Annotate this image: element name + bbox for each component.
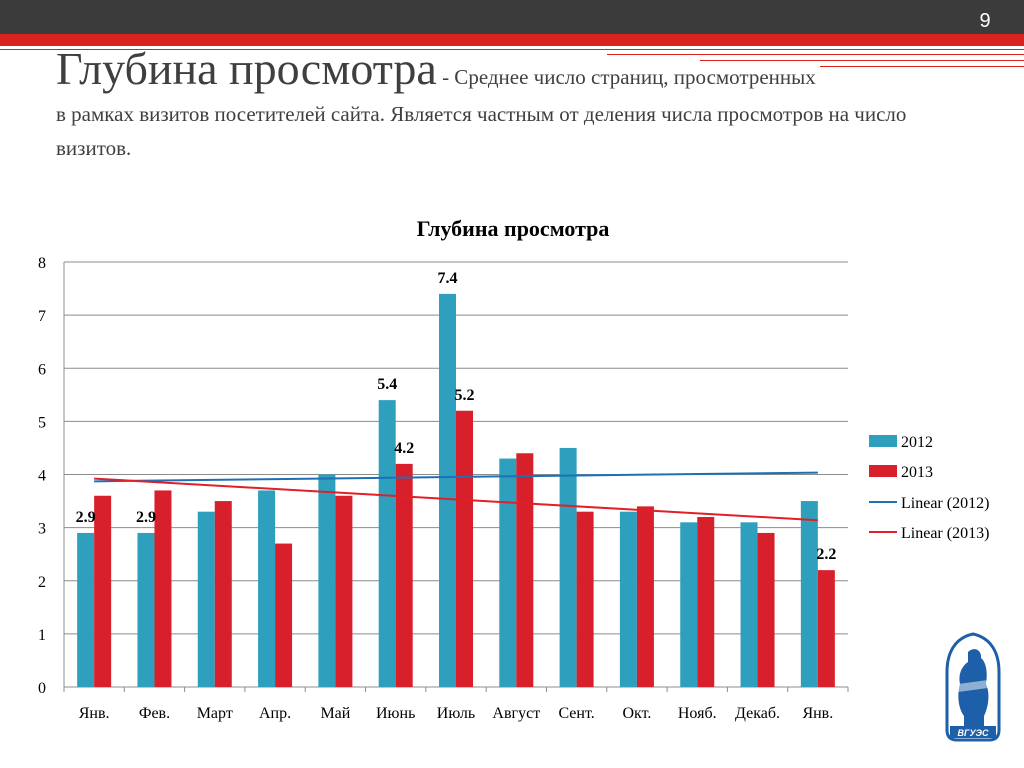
bar-2012	[619, 511, 637, 687]
y-tick-label: 0	[38, 680, 46, 697]
legend-swatch	[869, 465, 897, 477]
data-label: 5.2	[455, 387, 475, 404]
decorative-line	[700, 60, 1024, 61]
heading-description: в рамках визитов посетителей сайта. Явля…	[56, 102, 907, 160]
y-tick-label: 1	[38, 627, 46, 644]
decorative-line	[607, 54, 1024, 55]
x-tick-label: Март	[197, 705, 233, 722]
x-tick-label: Май	[320, 705, 350, 722]
bar-2012	[318, 474, 336, 687]
x-tick-label: Август	[492, 705, 540, 722]
y-tick-label: 7	[38, 308, 46, 325]
heading-main: Глубина просмотра	[56, 43, 437, 94]
data-label: 4.2	[394, 440, 414, 457]
university-logo: ВГУЭС	[945, 632, 1001, 742]
bar-2013	[576, 511, 594, 687]
data-label: 2.2	[816, 546, 836, 563]
bar-2012	[378, 400, 396, 687]
bar-2012	[439, 293, 456, 687]
bar-2012	[77, 532, 95, 687]
x-tick-label: Сент.	[558, 705, 594, 722]
slide-number: 9	[979, 10, 991, 32]
data-label: 2.9	[136, 509, 156, 526]
y-tick-label: 3	[38, 521, 46, 538]
bar-2013	[456, 410, 473, 687]
y-tick-label: 6	[38, 361, 46, 378]
header-bar	[0, 0, 1024, 34]
data-label: 5.4	[377, 376, 397, 393]
bar-2013	[154, 490, 172, 687]
y-tick-label: 5	[38, 414, 46, 431]
legend-swatch	[869, 435, 897, 447]
x-tick-label: Нояб.	[678, 705, 717, 722]
slide-heading: Глубина просмотра - Среднее число страни…	[56, 46, 956, 165]
x-tick-label: Окт.	[622, 705, 651, 722]
bar-2013	[636, 506, 654, 687]
bar-2013	[335, 495, 353, 687]
header-accent-stripe	[0, 34, 1024, 46]
legend-label: 2013	[901, 464, 933, 481]
bar-2012	[499, 458, 517, 687]
x-tick-label: Янв.	[79, 705, 110, 722]
y-tick-label: 4	[38, 468, 46, 485]
y-tick-label: 2	[38, 574, 46, 591]
decorative-line	[820, 66, 1024, 67]
bar-2013	[214, 501, 232, 687]
bar-2012	[137, 532, 155, 687]
bar-2012	[680, 522, 698, 687]
data-label: 2.9	[76, 509, 96, 526]
bar-2012	[197, 511, 215, 687]
bar-2013	[757, 532, 775, 687]
chart-title: Глубина просмотра	[417, 216, 610, 241]
bar-2012	[559, 447, 577, 687]
x-tick-label: Фев.	[139, 705, 170, 722]
trendline-2013	[94, 477, 818, 522]
x-tick-label: Янв.	[802, 705, 833, 722]
data-label: 7.4	[438, 270, 458, 287]
x-tick-label: Декаб.	[735, 705, 780, 722]
bar-2012	[740, 522, 758, 687]
header-accent-line	[0, 49, 1024, 50]
x-tick-label: Апр.	[259, 705, 291, 722]
x-tick-label: Июнь	[376, 705, 415, 722]
bar-2012	[800, 501, 818, 687]
bar-2013	[275, 543, 293, 687]
y-tick-label: 8	[38, 255, 46, 272]
bar-2013	[395, 463, 413, 687]
heading-dash: - Среднее число страниц, просмотренных	[436, 65, 816, 89]
legend-label: Linear (2012)	[901, 495, 989, 512]
bar-2013	[817, 570, 835, 687]
bar-2013	[516, 453, 534, 687]
bar-2012	[258, 490, 276, 687]
legend-label: 2012	[901, 434, 933, 451]
legend-label: Linear (2013)	[901, 525, 989, 542]
bar-2013	[94, 495, 112, 687]
x-tick-label: Июль	[437, 705, 475, 722]
logo-text: ВГУЭС	[958, 728, 989, 738]
trendline-2012	[94, 471, 818, 483]
bar-2013	[697, 517, 715, 687]
